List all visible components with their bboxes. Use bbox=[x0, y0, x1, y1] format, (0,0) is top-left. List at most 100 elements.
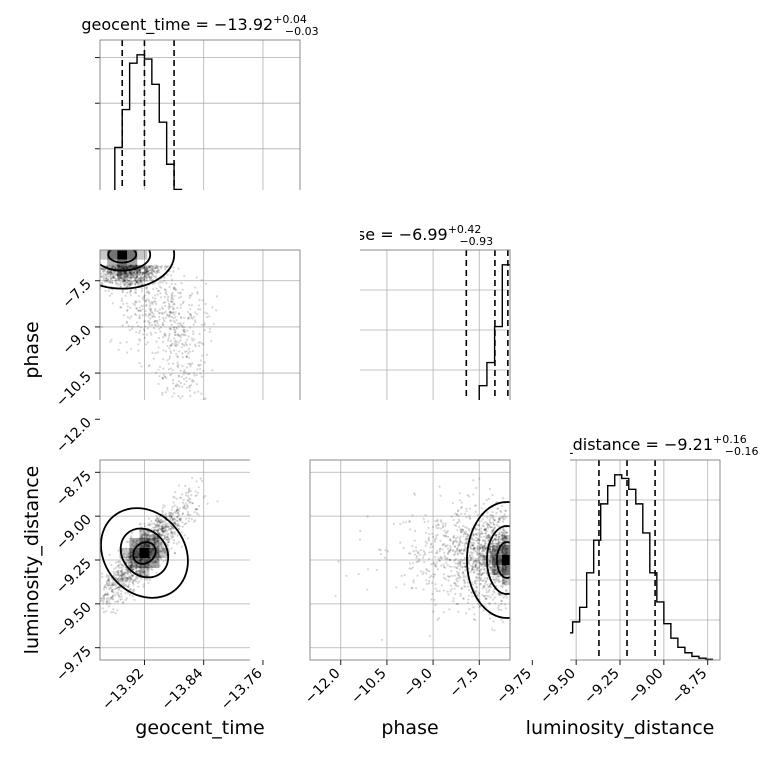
scatter-point bbox=[488, 524, 491, 527]
scatter-point bbox=[172, 531, 175, 534]
scatter-point bbox=[177, 527, 181, 531]
scatter-point bbox=[163, 548, 166, 552]
scatter-point bbox=[345, 574, 348, 577]
scatter-point bbox=[464, 585, 467, 588]
scatter-point bbox=[470, 591, 474, 594]
scatter-point bbox=[133, 579, 136, 582]
scatter-point bbox=[112, 275, 115, 278]
scatter-point bbox=[106, 269, 109, 272]
scatter-point bbox=[130, 280, 134, 283]
scatter-point bbox=[141, 282, 144, 285]
scatter-point bbox=[458, 575, 461, 578]
scatter-point bbox=[481, 524, 484, 528]
scatter-point bbox=[138, 273, 141, 276]
scatter-point bbox=[154, 309, 157, 312]
scatter-point bbox=[105, 602, 108, 605]
scatter-point bbox=[430, 574, 433, 578]
scatter-point bbox=[144, 286, 147, 289]
scatter-point bbox=[129, 275, 132, 278]
scatter-point bbox=[443, 556, 447, 559]
scatter-point bbox=[178, 509, 181, 512]
scatter-point bbox=[169, 527, 172, 530]
scatter-point bbox=[448, 558, 451, 561]
scatter-point bbox=[466, 533, 469, 536]
scatter-point bbox=[463, 548, 466, 552]
scatter-point bbox=[139, 572, 142, 575]
scatter-point bbox=[480, 532, 483, 535]
scatter-point bbox=[128, 265, 131, 268]
scatter-point bbox=[139, 569, 142, 572]
scatter-point bbox=[173, 294, 176, 297]
scatter-point bbox=[168, 311, 171, 314]
scatter-point bbox=[473, 546, 476, 549]
scatter-point bbox=[418, 560, 421, 563]
scatter-point bbox=[100, 267, 104, 271]
scatter-point bbox=[195, 276, 198, 279]
scatter-point bbox=[154, 267, 157, 270]
clip-mask bbox=[40, 460, 100, 660]
scatter-point bbox=[484, 582, 487, 585]
scatter-point bbox=[155, 514, 158, 517]
scatter-point bbox=[495, 576, 498, 579]
scatter-point bbox=[492, 578, 495, 581]
scatter-point bbox=[476, 538, 479, 541]
scatter-point bbox=[502, 537, 505, 540]
scatter-point bbox=[128, 576, 131, 579]
scatter-point bbox=[168, 527, 171, 531]
scatter-point bbox=[501, 516, 505, 519]
scatter-point bbox=[503, 513, 506, 516]
scatter-point bbox=[129, 273, 133, 277]
scatter-point bbox=[496, 546, 499, 550]
scatter-point bbox=[125, 561, 128, 564]
scatter-point bbox=[137, 309, 140, 312]
scatter-point bbox=[108, 271, 111, 274]
scatter-point bbox=[168, 314, 171, 317]
scatter-point bbox=[489, 551, 492, 554]
scatter-point bbox=[175, 340, 178, 343]
scatter-point bbox=[438, 559, 441, 562]
scatter-point bbox=[490, 552, 493, 556]
scatter-point bbox=[179, 322, 182, 325]
scatter-point bbox=[191, 476, 194, 479]
scatter-point bbox=[435, 561, 439, 564]
scatter-point bbox=[145, 304, 148, 308]
scatter-point bbox=[148, 578, 151, 582]
scatter-point bbox=[493, 629, 496, 632]
scatter-point bbox=[474, 565, 477, 568]
scatter-point bbox=[444, 531, 447, 534]
scatter-point bbox=[129, 291, 132, 294]
density-cell bbox=[117, 259, 128, 270]
scatter-point bbox=[151, 537, 154, 540]
scatter-point bbox=[415, 561, 418, 564]
scatter-point bbox=[101, 572, 104, 575]
scatter-point bbox=[155, 539, 159, 542]
scatter-point bbox=[124, 559, 127, 562]
scatter-point bbox=[166, 545, 169, 548]
scatter-point bbox=[128, 266, 131, 269]
scatter-point bbox=[129, 277, 132, 280]
scatter-point bbox=[126, 316, 130, 319]
scatter-point bbox=[119, 341, 122, 345]
scatter-point bbox=[120, 573, 124, 576]
scatter-point bbox=[127, 577, 130, 580]
scatter-point bbox=[172, 535, 175, 538]
scatter-point bbox=[113, 581, 116, 585]
scatter-point bbox=[165, 293, 168, 296]
scatter-point bbox=[131, 266, 134, 269]
scatter-point bbox=[192, 330, 195, 333]
scatter-point bbox=[129, 283, 132, 286]
scatter-point bbox=[493, 523, 496, 526]
scatter-point bbox=[123, 553, 126, 556]
scatter-point bbox=[208, 327, 211, 330]
scatter-point bbox=[418, 558, 421, 561]
scatter-point bbox=[460, 587, 463, 590]
scatter-point bbox=[190, 337, 194, 340]
scatter-point bbox=[144, 343, 147, 346]
scatter-point bbox=[423, 551, 426, 554]
scatter-point bbox=[137, 559, 140, 562]
scatter-point bbox=[148, 275, 151, 278]
scatter-point bbox=[455, 550, 458, 553]
scatter-point bbox=[488, 549, 491, 552]
scatter-point bbox=[181, 512, 184, 515]
scatter-point bbox=[135, 288, 138, 291]
